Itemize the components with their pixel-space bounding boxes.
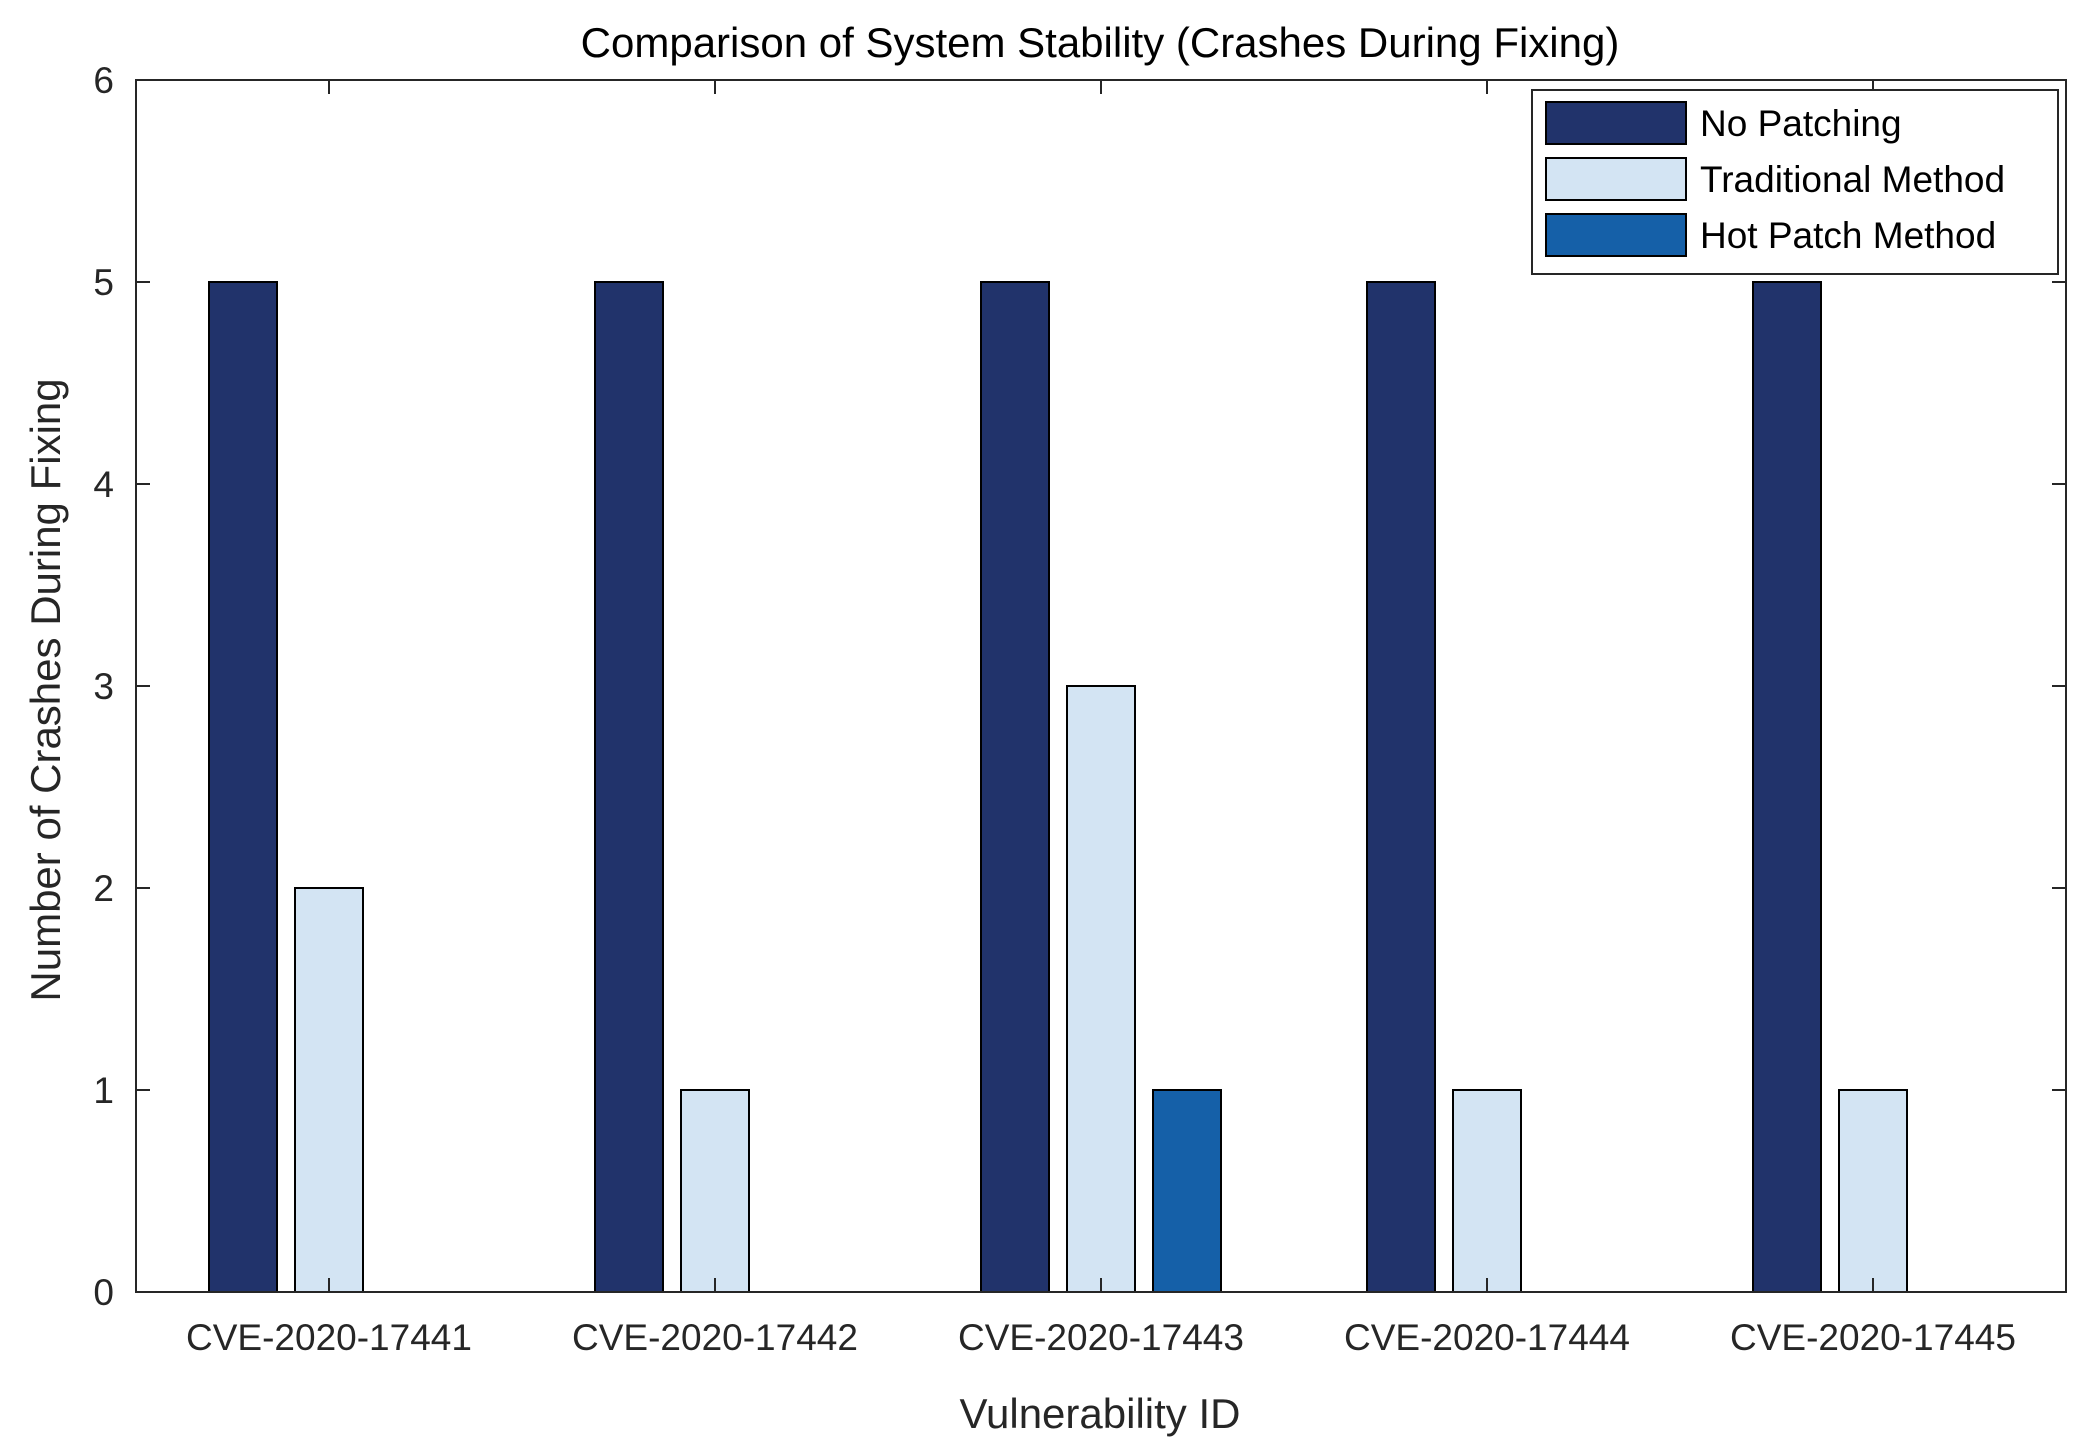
chart-title: Comparison of System Stability (Crashes …: [581, 19, 1620, 66]
bar-3-3: [1152, 1089, 1222, 1293]
x-tick-label: CVE-2020-17442: [572, 1317, 858, 1358]
bar-2-1: [294, 887, 364, 1293]
bar-1-4: [1366, 281, 1436, 1293]
x-tick-label: CVE-2020-17445: [1730, 1317, 2016, 1358]
bar-1-5: [1752, 281, 1822, 1293]
y-tick-label: 1: [93, 1070, 114, 1111]
legend-swatch-2: [1545, 157, 1687, 201]
y-tick-label: 0: [93, 1272, 114, 1313]
x-tick-label: CVE-2020-17443: [958, 1317, 1244, 1358]
y-tick-label: 4: [93, 464, 114, 505]
x-tick-label: CVE-2020-17444: [1344, 1317, 1630, 1358]
legend-label-1: No Patching: [1700, 103, 1902, 144]
y-axis-title: Number of Crashes During Fixing: [22, 378, 69, 1001]
legend-label-3: Hot Patch Method: [1700, 215, 1996, 256]
bar-1-3: [980, 281, 1050, 1293]
bars-group: [208, 281, 1908, 1293]
axes-group: CVE-2020-17441 CVE-2020-17442 CVE-2020-174…: [93, 60, 2067, 1358]
x-axis-title: Vulnerability ID: [960, 1390, 1241, 1437]
bar-2-2: [680, 1089, 750, 1293]
bar-1-2: [594, 281, 664, 1293]
y-tick-label: 3: [93, 666, 114, 707]
bar-2-4: [1452, 1089, 1522, 1293]
bar-2-5: [1838, 1089, 1908, 1293]
x-tick-label: CVE-2020-17441: [186, 1317, 472, 1358]
axes-box: [135, 79, 2067, 1293]
bar-2-3: [1066, 685, 1136, 1293]
legend-swatch-3: [1545, 213, 1687, 257]
legend-label-2: Traditional Method: [1700, 159, 2005, 200]
y-tick-label: 5: [93, 262, 114, 303]
y-tick-label: 6: [93, 60, 114, 101]
bar-1-1: [208, 281, 278, 1293]
y-tick-label: 2: [93, 868, 114, 909]
legend-swatch-1: [1545, 101, 1687, 145]
legend: No Patching Traditional Method Hot Patch M…: [1531, 89, 2059, 275]
